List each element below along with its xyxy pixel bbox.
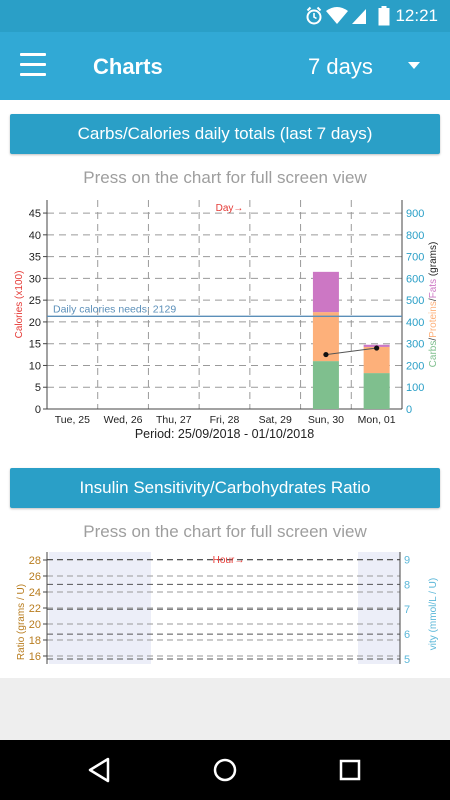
- reference-label: Daily calories needs: 2129: [53, 303, 176, 315]
- period-value: 7 days: [308, 54, 373, 79]
- y-tick-label: 30: [29, 273, 41, 285]
- wifi-icon: [326, 7, 348, 24]
- home-icon[interactable]: [208, 755, 242, 785]
- x-tick-label: Thu, 27: [156, 414, 192, 426]
- signal-icon: [352, 9, 366, 24]
- battery-icon: [378, 6, 390, 26]
- y-tick-label: 24: [29, 587, 41, 599]
- y-tick-label: 35: [29, 252, 41, 264]
- y-tick-label: 28: [29, 555, 41, 567]
- x-tick-label: Mon, 01: [358, 414, 396, 426]
- y2-tick-label: 8: [404, 579, 410, 591]
- insulin-ratio-header[interactable]: Insulin Sensitivity/Carbohydrates Ratio: [10, 468, 440, 508]
- y2-axis-label-part: /: [428, 298, 439, 301]
- y-tick-label: 0: [35, 404, 41, 416]
- status-icons: [306, 6, 366, 25]
- x-axis-title: Hour→: [213, 555, 245, 566]
- calories-line: [325, 347, 377, 356]
- menu-icon: [20, 53, 46, 56]
- y2-tick-label: 100: [406, 382, 424, 394]
- y2-tick-label: 6: [404, 629, 410, 641]
- back-icon[interactable]: [82, 755, 116, 785]
- y2-axis-label-part: (grams): [428, 242, 439, 279]
- y-tick-label: 15: [29, 339, 41, 351]
- menu-icon: [20, 73, 46, 76]
- bar-carbs: [312, 361, 339, 409]
- menu-button[interactable]: [20, 53, 48, 77]
- navigation-bar: [0, 740, 450, 800]
- y2-axis-label-part: Fats: [428, 279, 439, 298]
- carbs-calories-header[interactable]: Carbs/Calories daily totals (last 7 days…: [10, 114, 440, 154]
- y2-tick-label: 400: [406, 317, 424, 329]
- x-tick-label: Fri, 28: [210, 414, 240, 426]
- y-axis-label: Ratio (grams / U): [16, 584, 27, 660]
- carbs-calories-chart[interactable]: 0 5 10 15 20 25 30 35 40 45 0 100 200 300 400 500 600 700…: [0, 196, 450, 446]
- x-tick-label: Tue, 25: [55, 414, 90, 426]
- y-tick-label: 25: [29, 295, 41, 307]
- recents-icon[interactable]: [333, 755, 367, 785]
- page-title: Charts: [93, 54, 163, 79]
- period-label: Period: 25/09/2018 - 01/10/2018: [135, 427, 314, 441]
- y-tick-label: 45: [29, 208, 41, 220]
- bar-proteins: [363, 346, 390, 374]
- y2-tick-label: 0: [406, 404, 412, 416]
- y2-axis-label-part: /: [428, 338, 439, 341]
- y-tick-label: 20: [29, 619, 41, 631]
- menu-icon: [20, 63, 46, 66]
- y-tick-label: 22: [29, 603, 41, 615]
- status-time: 12:21: [395, 6, 438, 25]
- y2-tick-label: 500: [406, 295, 424, 307]
- chart1-hint: Press on the chart for full screen view: [83, 168, 367, 187]
- chart2-hint: Press on the chart for full screen view: [83, 522, 367, 541]
- y2-tick-label: 5: [404, 654, 410, 666]
- y2-axis-label: Carbs/Proteins/Fats (grams): [428, 242, 439, 368]
- calories-point: [374, 345, 380, 351]
- y2-tick-label: 300: [406, 339, 424, 351]
- x-tick-label: Wed, 26: [104, 414, 143, 426]
- status-bar: 12:21: [0, 0, 450, 32]
- content: Carbs/Calories daily totals (last 7 days…: [0, 100, 450, 678]
- y-tick-label: 26: [29, 571, 41, 583]
- y-tick-label: 16: [29, 651, 41, 663]
- y2-tick-label: 700: [406, 252, 424, 264]
- y2-tick-label: 600: [406, 273, 424, 285]
- y2-axis-label-part: Proteins: [428, 301, 439, 338]
- y-tick-label: 10: [29, 360, 41, 372]
- y2-axis-label-part: Carbs: [428, 341, 439, 368]
- chevron-down-icon: [408, 62, 420, 69]
- insulin-ratio-chart[interactable]: 16 18 20 22 24 26 28 5 6 7 8 9 Ratio (grams / U) vity…: [0, 552, 450, 678]
- alarm-icon: [306, 6, 322, 25]
- period-select[interactable]: 7 days: [300, 50, 440, 82]
- y-tick-label: 20: [29, 317, 41, 329]
- bar-carbs: [363, 373, 390, 409]
- x-tick-label: Sun, 30: [308, 414, 344, 426]
- y2-axis-label: vity (mmol/L / U): [428, 578, 439, 650]
- app-bar: Charts 7 days: [0, 32, 450, 100]
- y-tick-label: 40: [29, 230, 41, 242]
- y2-tick-label: 7: [404, 604, 410, 616]
- y-tick-label: 5: [35, 382, 41, 394]
- y2-tick-label: 9: [404, 554, 410, 566]
- x-tick-label: Sat, 29: [259, 414, 292, 426]
- y-tick-label: 18: [29, 635, 41, 647]
- y2-tick-label: 200: [406, 360, 424, 372]
- y-axis-label: Calories (x100): [14, 271, 25, 339]
- calories-point: [323, 351, 329, 358]
- bar-fats: [312, 271, 339, 313]
- x-axis-title: Day→: [216, 203, 244, 214]
- y2-tick-label: 800: [406, 230, 424, 242]
- y2-tick-label: 900: [406, 208, 424, 220]
